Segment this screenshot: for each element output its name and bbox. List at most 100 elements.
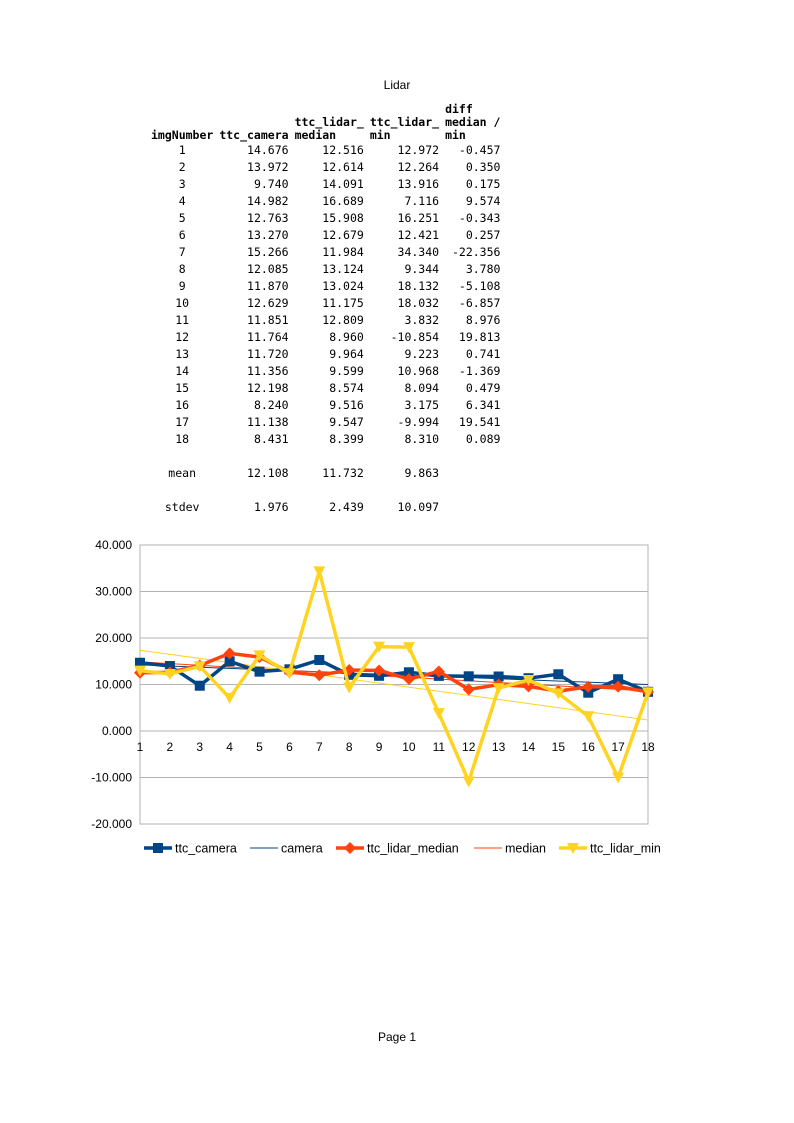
table-cell: 0.175 (465, 177, 501, 191)
summary-row: stdev 1.976 2.439 10.097 (148, 499, 503, 516)
data-table: imgNumber ttc_camera ttc_lidar_ median t… (148, 103, 503, 516)
table-row: 2 13.972 12.614 12.264 0.350 (148, 159, 503, 176)
table-cell: 11.764 (247, 330, 289, 344)
legend-item: ttc_lidar_min (559, 842, 661, 856)
table-row: 14 11.356 9.599 10.968 -1.369 (148, 363, 503, 380)
table-cell: -9.994 (397, 415, 440, 429)
table-cell: 3.175 (404, 398, 440, 412)
x-tick-label: 13 (492, 740, 506, 754)
x-tick-label: 7 (316, 740, 323, 754)
table-cell: 9.599 (329, 364, 364, 378)
table-cell: 14.091 (322, 177, 364, 191)
y-tick-label: 0.000 (102, 724, 132, 738)
table-cell: 6.341 (465, 398, 501, 412)
table-cell: 19.541 (458, 415, 501, 429)
legend-label: camera (281, 842, 323, 856)
x-tick-label: 4 (226, 740, 233, 754)
table-cell: 9.547 (329, 415, 364, 429)
legend-item: median (474, 842, 546, 856)
sheet-title: Lidar (383, 78, 411, 92)
table-cell: 12.264 (397, 160, 440, 174)
table-cell: 7.116 (404, 194, 440, 208)
y-tick-label: 30.000 (95, 585, 132, 599)
data-point (462, 776, 475, 788)
table-cell: 1 (178, 143, 186, 157)
data-point (283, 668, 296, 680)
data-point (582, 711, 595, 723)
table-cell: 18 (175, 432, 190, 446)
table-row: 16 8.240 9.516 3.175 6.341 (148, 397, 503, 414)
table-cell: 13.270 (247, 228, 289, 242)
table-cell: 12.516 (322, 143, 364, 157)
x-tick-label: 5 (256, 740, 263, 754)
data-point (135, 657, 145, 668)
table-cell: 14 (175, 364, 190, 378)
table-cell: 8.960 (329, 330, 364, 344)
table-cell: 8.310 (404, 432, 440, 446)
data-point (373, 641, 386, 653)
data-point (313, 669, 326, 682)
table-row: 8 12.085 13.124 9.344 3.780 (148, 261, 503, 278)
table-cell: 9.516 (329, 398, 364, 412)
data-point (463, 671, 474, 682)
table-cell: 11.356 (247, 364, 289, 378)
table-cell: 12.421 (397, 228, 440, 242)
data-point (343, 682, 356, 694)
col-header-img-number: imgNumber (151, 128, 214, 142)
x-tick-label: 1 (137, 740, 144, 754)
col-header-ttc-camera: ttc_camera (219, 128, 289, 142)
table-cell: 12.679 (322, 228, 364, 242)
legend-label: ttc_lidar_median (367, 842, 459, 856)
series-ttc_lidar_min (134, 566, 654, 788)
data-point (552, 688, 565, 700)
x-tick-label: 10 (402, 740, 416, 754)
table-row: 3 9.740 14.091 13.916 0.175 (148, 176, 503, 193)
x-tick-label: 17 (611, 740, 625, 754)
table-cell: 5 (178, 211, 186, 225)
data-point (403, 667, 414, 678)
table-cell: 8.240 (253, 398, 289, 412)
table-cell: -0.457 (458, 143, 501, 157)
table-cell: 2 (178, 160, 186, 174)
table-cell: 0.350 (465, 160, 501, 174)
table-row: 6 13.270 12.679 12.421 0.257 (148, 227, 503, 244)
data-point (493, 671, 504, 682)
data-point (432, 708, 445, 720)
table-cell: 8.399 (329, 432, 364, 446)
table-cell: 9.740 (253, 177, 289, 191)
table-cell: 16.689 (322, 194, 364, 208)
table-row: 11 11.851 12.809 3.832 8.976 (148, 312, 503, 329)
table-cell: 13.972 (247, 160, 289, 174)
data-point (402, 673, 415, 686)
legend-marker (344, 842, 356, 854)
table-row: 4 14.982 16.689 7.116 9.574 (148, 193, 503, 210)
page-footer: Page 1 (377, 1030, 417, 1044)
data-point (253, 650, 266, 662)
table-cell: 8.574 (329, 381, 364, 395)
x-tick-label: 18 (641, 740, 655, 754)
data-point (193, 661, 206, 673)
x-tick-label: 16 (582, 740, 596, 754)
table-cell: 9.964 (329, 347, 364, 361)
y-tick-label: 10.000 (95, 678, 132, 692)
table-cell: 6 (178, 228, 186, 242)
table-cell: 11.870 (247, 279, 289, 293)
table-cell: 9 (178, 279, 186, 293)
table-cell: 18.032 (397, 296, 440, 310)
data-point (612, 680, 625, 693)
table-cell: 17 (175, 415, 190, 429)
legend-item: ttc_lidar_median (336, 842, 459, 856)
table-cell: 12.198 (247, 381, 289, 395)
table-row: 13 11.720 9.964 9.223 0.741 (148, 346, 503, 363)
table-cell: -22.356 (451, 245, 501, 259)
table-cell: -6.857 (458, 296, 501, 310)
data-point (194, 680, 205, 691)
table-cell: 15 (175, 381, 190, 395)
x-tick-label: 14 (522, 740, 536, 754)
table-cell: 34.340 (397, 245, 440, 259)
table-cell: 9.863 (404, 466, 440, 480)
table-cell: 16 (175, 398, 190, 412)
table-row: 18 8.431 8.399 8.310 0.089 (148, 431, 503, 448)
data-point (223, 647, 236, 660)
data-point (164, 661, 175, 672)
